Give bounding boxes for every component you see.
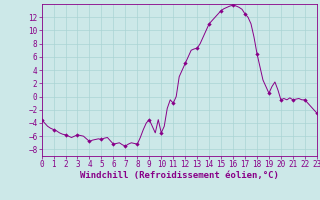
X-axis label: Windchill (Refroidissement éolien,°C): Windchill (Refroidissement éolien,°C) [80,171,279,180]
